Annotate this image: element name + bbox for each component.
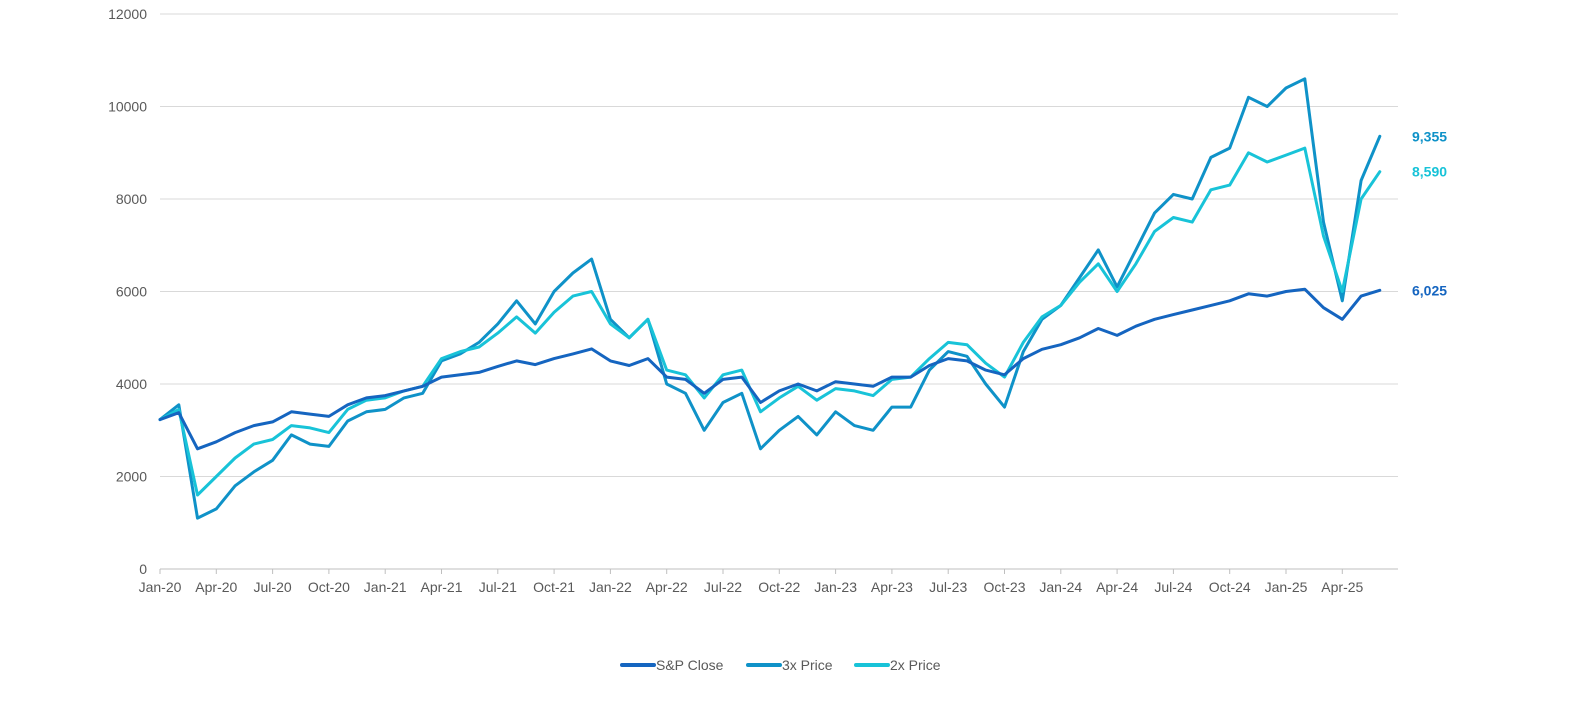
end-label-2: 8,590 [1412,164,1447,180]
x-tick-label: Apr-25 [1321,579,1363,595]
x-tick-label: Jan-23 [814,579,857,595]
series-line-1 [158,77,1382,520]
y-tick-label: 4000 [116,376,147,392]
x-tick-label: Oct-21 [533,579,575,595]
x-tick-label: Jul-23 [929,579,967,595]
x-tick-label: Jan-20 [139,579,182,595]
series-line-0 [158,287,1382,451]
legend-label-2: 2x Price [890,657,941,673]
end-value-labels: 6,025 9,355 8,590 [1412,128,1447,298]
x-tick-label: Jan-25 [1265,579,1308,595]
x-tick-label: Apr-22 [646,579,688,595]
x-tick-label: Jan-24 [1039,579,1082,595]
end-label-1: 9,355 [1412,128,1447,144]
legend-label-0: S&P Close [656,657,724,673]
x-tick-label: Oct-23 [983,579,1025,595]
x-tick-label: Jul-20 [254,579,292,595]
gridlines [160,13,1398,477]
y-tick-label: 10000 [108,99,147,115]
x-axis-ticks: Jan-20 Apr-20 Jul-20 Oct-20 Jan-21 Apr-21 Jul-… [139,569,1364,595]
y-tick-label: 0 [139,561,147,577]
x-tick-label: Oct-24 [1209,579,1251,595]
x-tick-label: Jan-22 [589,579,632,595]
legend: S&P Close 3x Price 2x Price [620,657,941,673]
y-tick-label: 2000 [116,469,147,485]
x-tick-label: Apr-23 [871,579,913,595]
x-tick-label: Jul-24 [1154,579,1192,595]
end-label-0: 6,025 [1412,282,1447,298]
y-tick-label: 8000 [116,191,147,207]
y-tick-label: 6000 [116,284,147,300]
x-tick-label: Apr-20 [195,579,237,595]
x-tick-label: Oct-20 [308,579,350,595]
y-tick-label: 12000 [108,6,147,22]
x-tick-label: Jan-21 [364,579,407,595]
x-tick-label: Apr-21 [420,579,462,595]
y-axis-ticks: 0 2000 4000 6000 8000 10000 12000 [108,6,147,577]
x-tick-label: Apr-24 [1096,579,1138,595]
x-tick-label: Jul-21 [479,579,517,595]
x-tick-label: Jul-22 [704,579,742,595]
series-lines [158,77,1382,520]
legend-label-1: 3x Price [782,657,833,673]
series-line-2 [158,146,1382,497]
x-tick-label: Oct-22 [758,579,800,595]
